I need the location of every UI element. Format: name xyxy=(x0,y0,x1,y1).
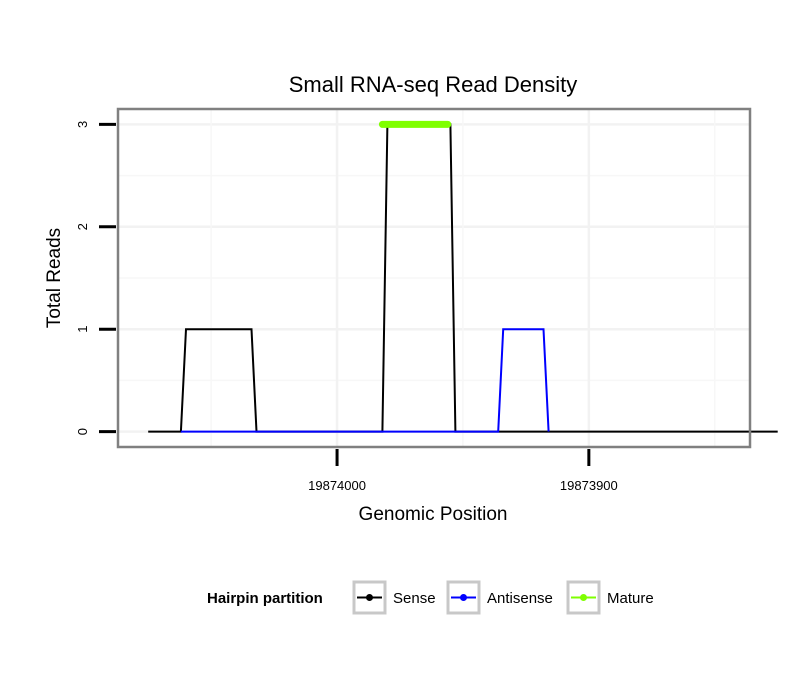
y-axis: 0 1 2 3 xyxy=(75,121,116,435)
chart-title: Small RNA-seq Read Density xyxy=(289,72,578,97)
legend-label: Sense xyxy=(393,590,436,607)
legend-entry-mature: Mature xyxy=(566,580,654,615)
y-tick-label: 3 xyxy=(75,121,90,128)
plot-panel xyxy=(116,107,778,449)
legend-entry-antisense: Antisense xyxy=(446,580,553,615)
legend-key-point xyxy=(366,594,373,601)
legend-label: Mature xyxy=(607,590,654,607)
legend-entries: Sense Antisense Mature xyxy=(352,580,654,615)
legend-title: Hairpin partition xyxy=(207,590,323,607)
y-tick-label: 1 xyxy=(75,326,90,333)
legend-key-point xyxy=(460,594,467,601)
y-tick-label: 0 xyxy=(75,428,90,435)
y-tick-label: 2 xyxy=(75,223,90,230)
series-line-antisense xyxy=(180,328,550,433)
legend-entry-sense: Sense xyxy=(352,580,436,615)
plot-border xyxy=(116,107,752,449)
x-axis: 19874000 19873900 xyxy=(308,449,618,493)
legend-label: Antisense xyxy=(487,590,553,607)
legend: Hairpin partition Sense Antisense Mature xyxy=(207,580,654,615)
y-axis-title: Total Reads xyxy=(44,228,65,328)
x-axis-title: Genomic Position xyxy=(359,504,508,525)
legend-key-point xyxy=(580,594,587,601)
series-layer xyxy=(148,120,778,433)
x-tick-label: 19874000 xyxy=(308,478,366,493)
x-tick-label: 19873900 xyxy=(560,478,618,493)
